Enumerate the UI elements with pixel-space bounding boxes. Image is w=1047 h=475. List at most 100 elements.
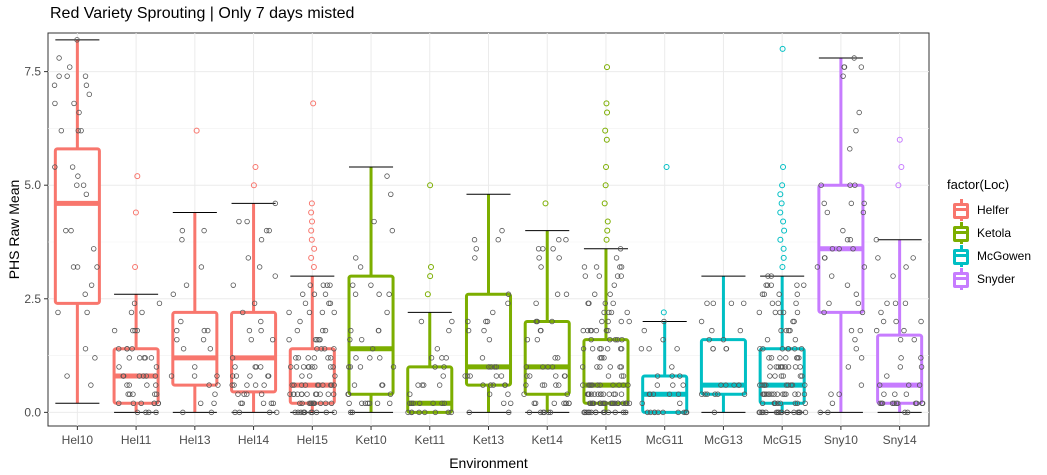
x-tick-label: Ket10 — [355, 433, 387, 447]
jitter-point — [723, 346, 730, 352]
jitter-point — [253, 364, 260, 370]
jitter-point — [591, 391, 598, 397]
jitter-point — [295, 409, 301, 416]
jitter-point — [651, 409, 658, 416]
jitter-point — [298, 409, 304, 416]
jitter-point — [330, 364, 336, 370]
jitter-point — [295, 355, 302, 361]
jitter-point — [365, 400, 371, 406]
jitter-point — [465, 318, 471, 325]
jitter-point — [353, 255, 359, 261]
jitter-point — [723, 382, 729, 388]
jitter-point — [601, 355, 607, 361]
jitter-point — [88, 382, 94, 388]
jitter-point — [94, 264, 100, 270]
jitter-point — [877, 400, 883, 406]
jitter-point — [551, 400, 557, 406]
jitter-point — [327, 300, 334, 307]
jitter-point — [390, 364, 397, 370]
jitter-point — [130, 400, 137, 406]
jitter-point — [153, 391, 160, 397]
jitter-point — [505, 391, 511, 397]
jitter-point — [156, 300, 163, 307]
jitter-point — [639, 400, 645, 406]
jitter-point — [681, 409, 687, 416]
jitter-point — [319, 309, 326, 316]
jitter-point — [288, 364, 294, 370]
jitter-point — [330, 391, 337, 397]
jitter-point — [291, 382, 297, 388]
jitter-point — [792, 400, 799, 406]
jitter-point — [787, 327, 793, 334]
jitter-point — [654, 382, 661, 388]
jitter-point — [153, 364, 160, 370]
x-tick-label: Sny14 — [883, 433, 917, 447]
jitter-point — [432, 409, 439, 416]
jitter-point — [245, 255, 252, 261]
jitter-point — [891, 400, 897, 406]
jitter-point — [836, 246, 842, 252]
jitter-point — [764, 282, 771, 288]
jitter-point — [297, 400, 303, 406]
jitter-point — [311, 355, 318, 361]
jitter-point — [596, 273, 603, 279]
jitter-point — [878, 309, 884, 316]
jitter-point — [302, 382, 309, 388]
jitter-point — [818, 182, 824, 188]
jitter-point — [308, 400, 315, 406]
jitter-point — [305, 364, 312, 370]
jitter-point — [593, 409, 599, 416]
jitter-point — [553, 373, 559, 379]
jitter-point — [814, 264, 821, 270]
jitter-point — [142, 355, 148, 361]
outlier-point — [778, 200, 785, 207]
jitter-point — [785, 364, 792, 370]
jitter-point — [897, 364, 904, 370]
x-tick-label: McG13 — [704, 433, 743, 447]
jitter-point — [205, 327, 211, 334]
jitter-point — [918, 318, 924, 325]
jitter-point — [368, 282, 374, 288]
jitter-point — [174, 327, 180, 334]
jitter-point — [901, 327, 907, 334]
jitter-point — [75, 127, 81, 134]
jitter-point — [859, 309, 866, 316]
jitter-point — [56, 55, 62, 61]
jitter-point — [791, 318, 797, 325]
jitter-point — [912, 400, 919, 406]
jitter-point — [788, 382, 794, 388]
jitter-point — [143, 373, 150, 379]
jitter-point — [858, 64, 865, 70]
jitter-point — [825, 409, 831, 416]
jitter-point — [320, 382, 326, 388]
jitter-point — [267, 409, 273, 416]
jitter-point — [889, 400, 896, 406]
jitter-point — [321, 346, 328, 352]
jitter-point — [760, 346, 766, 352]
jitter-point — [791, 409, 797, 416]
jitter-point — [801, 391, 808, 397]
jitter-point — [116, 400, 122, 406]
x-tick-label: Sny10 — [824, 433, 858, 447]
jitter-point — [580, 382, 586, 388]
jitter-point — [650, 391, 657, 397]
jitter-point — [554, 291, 561, 297]
jitter-point — [293, 355, 299, 361]
jitter-point — [493, 373, 500, 379]
jitter-point — [418, 318, 425, 325]
jitter-point — [384, 309, 390, 316]
jitter-point — [904, 409, 911, 416]
jitter-point — [784, 409, 790, 416]
jitter-point — [607, 364, 613, 370]
jitter-point — [490, 309, 496, 316]
jitter-point — [126, 355, 132, 361]
jitter-point — [353, 355, 359, 361]
jitter-point — [763, 409, 769, 416]
jitter-point — [704, 391, 710, 397]
jitter-point — [592, 291, 598, 297]
x-tick-label: Hel10 — [62, 433, 94, 447]
jitter-point — [263, 227, 270, 234]
jitter-point — [617, 264, 623, 270]
jitter-point — [289, 382, 295, 388]
jitter-point — [168, 373, 175, 379]
